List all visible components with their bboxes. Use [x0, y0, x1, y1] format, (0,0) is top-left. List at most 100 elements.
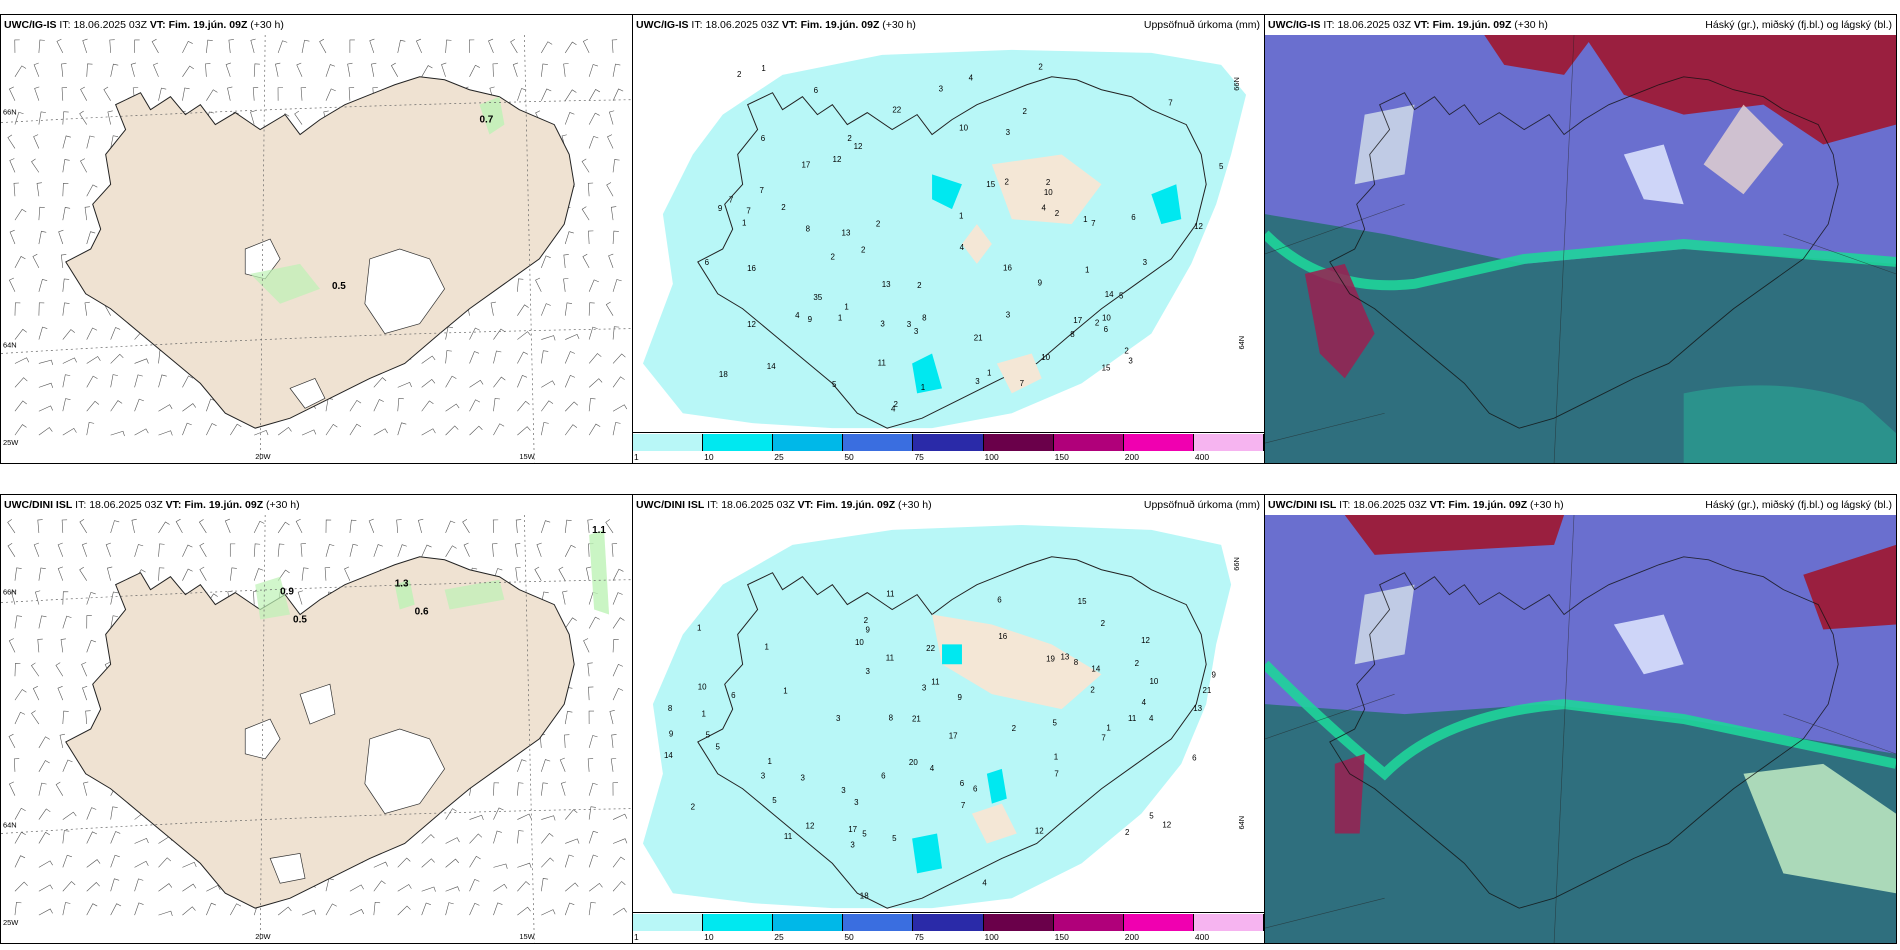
precip-value: 9	[669, 730, 674, 739]
wind-barb	[612, 88, 624, 101]
wind-barb	[564, 710, 573, 725]
wind-barb	[38, 405, 54, 412]
wind-barb	[397, 857, 411, 868]
wind-barb	[540, 63, 548, 77]
wind-map[interactable]: 66N 64N 25W 20W 15W 1.1 0.9 1.3 0.6 0.5	[1, 515, 632, 943]
precip-value: 22	[926, 644, 935, 653]
wind-barb	[608, 253, 614, 269]
wind-barb	[565, 882, 579, 892]
wind-barb	[85, 710, 91, 725]
wind-barb	[564, 351, 576, 364]
wind-barb	[62, 398, 71, 412]
wind-barb	[14, 256, 26, 269]
wind-barb	[493, 398, 501, 412]
wind-barb	[134, 374, 143, 388]
precip-value: 2	[1055, 209, 1060, 218]
precip-value: 2	[781, 203, 786, 212]
cloud-map[interactable]	[1265, 35, 1896, 463]
precip-value: 15	[1078, 597, 1087, 606]
wind-barb	[134, 860, 149, 868]
wind-barb	[348, 87, 355, 101]
wind-barb	[14, 208, 27, 221]
wind-barb	[229, 543, 236, 557]
wind-barb	[38, 382, 54, 388]
wind-barb	[588, 279, 599, 292]
wind-barb	[517, 278, 524, 292]
wind-barb	[612, 326, 620, 340]
wind-barb	[541, 520, 551, 534]
cloud-map[interactable]	[1265, 515, 1896, 943]
wind-barb	[105, 542, 111, 557]
colorbar-tick: 50	[844, 452, 854, 462]
wind-barb	[38, 831, 50, 844]
wind-map[interactable]: 66N 64N 25W 20W 15W 0.7 0.5	[1, 35, 632, 463]
precip-value: 10	[698, 682, 707, 691]
precip-value: 2	[737, 70, 742, 79]
precip-map[interactable]: 66N 64N 1 2 6 1 1 5 12 13 5 5 3 9 2 8 8 6 4 10 9 11 5 5 3 6 2 7 11…	[633, 515, 1264, 943]
precip-value: 1	[987, 369, 992, 378]
precip-value: 8	[806, 225, 811, 234]
wind-barb	[62, 135, 71, 149]
wind-barb	[421, 355, 436, 364]
colorbar-tick: 100	[984, 452, 999, 462]
precip-value: 14	[1091, 664, 1100, 673]
wind-barb	[517, 88, 527, 101]
wind-barb	[493, 902, 503, 916]
wind-barb	[517, 782, 524, 796]
precip-value: 6	[1192, 753, 1197, 762]
panel-header: UWC/DINI ISL IT: 18.06.2025 03Z VT: Fim.…	[633, 495, 1264, 515]
wind-barb	[14, 400, 27, 412]
precip-value: 6	[973, 784, 978, 793]
precip-value: 12	[1162, 821, 1171, 830]
wind-barb	[224, 518, 231, 534]
wind-barb	[563, 254, 569, 268]
precip-value: 4	[960, 243, 965, 252]
wind-barb	[397, 381, 412, 388]
wind-barb	[319, 38, 327, 54]
wind-barb	[38, 760, 50, 772]
precip-value: 4	[1142, 698, 1147, 707]
precip-map[interactable]: 66N 64N 2 2 1 5 3 2 1 1 6 4 13 10 4 7 11 7 9 3 4 3 1 3 2 7 1 2 3 12…	[633, 35, 1264, 463]
wind-barb	[107, 110, 113, 125]
precip-value: 2	[876, 220, 881, 229]
wind-barb	[588, 112, 600, 125]
colorbar-swatch	[843, 914, 914, 931]
wind-barb	[541, 41, 553, 54]
lon-label: 15W	[519, 932, 535, 941]
wind-barb	[445, 837, 460, 844]
precip-value: 3	[1006, 128, 1011, 137]
wind-barb	[38, 206, 45, 221]
wind-barb	[175, 518, 183, 534]
wind-barb	[182, 40, 193, 54]
wind-barb	[38, 884, 53, 892]
wind-barb	[62, 111, 69, 125]
precip-value: 2	[893, 400, 898, 409]
wind-barb	[296, 62, 303, 77]
wind-barb	[134, 837, 149, 844]
wind-barb	[445, 520, 456, 534]
wind-barb	[371, 62, 377, 77]
colorbar-tick: 150	[1054, 452, 1069, 462]
precip-value: 5	[1149, 811, 1154, 820]
wind-barb	[33, 134, 40, 149]
wind-barb	[110, 615, 118, 629]
wind-barb	[344, 566, 351, 581]
lead-time: (+30 h)	[266, 499, 300, 511]
wind-barb	[347, 62, 353, 77]
precip-value: 6	[881, 771, 886, 780]
wind-barb	[612, 422, 621, 436]
wind-value: 0.9	[280, 587, 294, 598]
wind-barb	[564, 41, 577, 54]
wind-barb	[62, 207, 71, 221]
wind-barb	[396, 519, 402, 533]
wind-barb	[397, 884, 412, 892]
wind-barb	[60, 254, 67, 268]
wind-barb	[182, 906, 196, 916]
wind-barb	[158, 430, 173, 436]
wind-value: 1.3	[395, 579, 409, 590]
precip-value: 2	[861, 245, 866, 254]
wind-barb	[8, 638, 16, 653]
wind-barb	[515, 542, 521, 557]
precip-value: 1	[838, 314, 843, 323]
precip-value: 7	[759, 186, 764, 195]
